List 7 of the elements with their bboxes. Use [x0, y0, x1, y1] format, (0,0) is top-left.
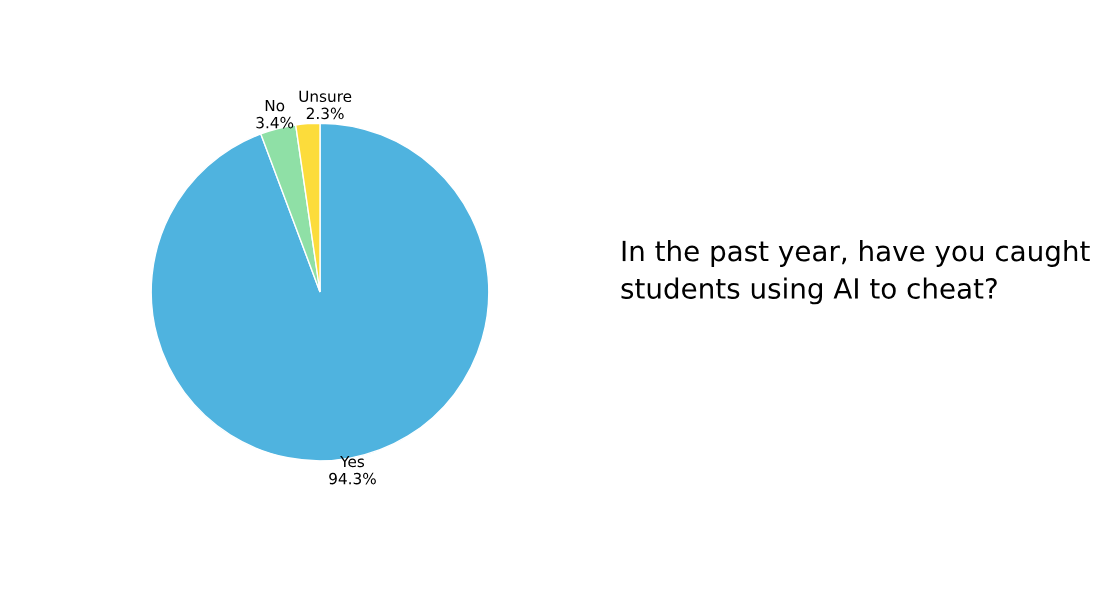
text: In the past year, have you caught students using AI to cheat? [621, 240, 1090, 305]
data-label: 94.3% [329, 472, 376, 485]
slice-label: Yes [340, 455, 365, 468]
slice-label: Unsure [299, 90, 352, 103]
data-label: 2.3% [306, 107, 344, 120]
data-label: 3.4% [256, 116, 294, 129]
slice-label: No [265, 99, 285, 112]
